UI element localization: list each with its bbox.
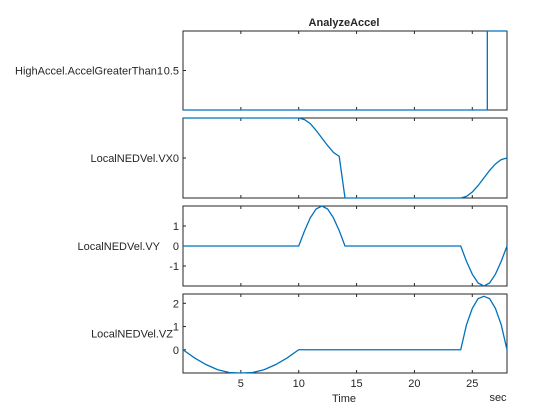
axes-box <box>182 293 508 374</box>
y-tick-label: 2 <box>173 298 179 310</box>
x-axis-unit: sec <box>489 392 507 404</box>
subplots: 0.5HighAccel.AccelGreaterThan10LocalNEDV… <box>15 30 508 390</box>
series-line-1 <box>183 117 508 199</box>
x-tick-label: 5 <box>238 378 244 390</box>
y-tick-label: 1 <box>173 221 179 233</box>
y-tick-label: 0 <box>173 345 179 357</box>
y-axis-label: HighAccel.AccelGreaterThan1 <box>15 66 163 78</box>
x-tick-label: 10 <box>293 378 305 390</box>
axes-box <box>182 117 508 199</box>
subplot-3: -1 0 1 LocalNEDVel.VY <box>77 205 508 287</box>
y-axis-label: LocalNEDVel.VZ <box>91 329 173 341</box>
x-axis-label: Time <box>332 393 356 405</box>
y-tick-label: 0 <box>173 153 179 165</box>
series-line-1 <box>183 30 507 111</box>
subplot-4: 0 1 2 LocalNEDVel.VZ 5 10 15 20 25 <box>91 293 508 390</box>
y-axis-label: LocalNEDVel.VX <box>90 153 173 165</box>
x-tick-label: 20 <box>408 378 420 390</box>
y-tick-label: 0.5 <box>164 66 179 78</box>
chart-title: AnalyzeAccel <box>309 17 380 29</box>
y-tick-label: -1 <box>169 261 179 273</box>
y-tick-label: 1 <box>173 322 179 334</box>
axes-box <box>182 30 508 111</box>
series-line-1 <box>183 205 508 287</box>
y-axis-label: LocalNEDVel.VY <box>77 241 160 253</box>
y-tick-label: 0 <box>173 241 179 253</box>
x-tick-label: 15 <box>350 378 362 390</box>
x-tick-label: 25 <box>466 378 478 390</box>
series-line-1 <box>182 295 508 374</box>
